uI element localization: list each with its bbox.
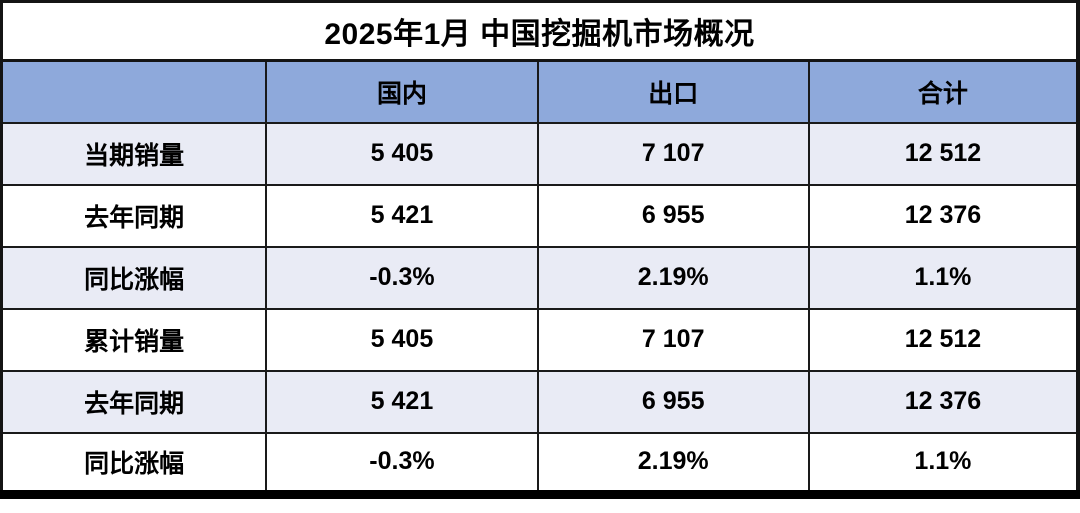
row-label: 去年同期 bbox=[0, 369, 268, 434]
header-cell-domestic: 国内 bbox=[265, 59, 539, 124]
table-row-last-year-same-period: 去年同期 5 421 6 955 12 376 bbox=[0, 183, 1080, 248]
row-label: 同比涨幅 bbox=[0, 245, 268, 310]
row-label: 去年同期 bbox=[0, 183, 268, 248]
cell-export: 6 955 bbox=[536, 369, 810, 434]
cell-domestic: 5 421 bbox=[265, 369, 539, 434]
cell-export: 7 107 bbox=[536, 121, 810, 186]
cell-domestic: 5 421 bbox=[265, 183, 539, 248]
cell-total: 12 376 bbox=[807, 183, 1080, 248]
table-row-cumulative-yoy-change: 同比涨幅 -0.3% 2.19% 1.1% bbox=[0, 431, 1080, 496]
title-row: 2025年1月 中国挖掘机市场概况 bbox=[0, 0, 1079, 62]
table-row-current-sales: 当期销量 5 405 7 107 12 512 bbox=[0, 121, 1080, 186]
cell-domestic: -0.3% bbox=[265, 431, 539, 496]
cell-export: 7 107 bbox=[536, 307, 810, 372]
header-cell-export: 出口 bbox=[536, 59, 810, 124]
header-cell-total: 合计 bbox=[807, 59, 1080, 124]
cell-domestic: -0.3% bbox=[265, 245, 539, 310]
table-row-yoy-change: 同比涨幅 -0.3% 2.19% 1.1% bbox=[0, 245, 1080, 310]
cell-export: 2.19% bbox=[536, 431, 810, 496]
row-label: 当期销量 bbox=[0, 121, 268, 186]
cell-total: 1.1% bbox=[807, 431, 1080, 496]
cell-total: 1.1% bbox=[807, 245, 1080, 310]
cell-total: 12 376 bbox=[807, 369, 1080, 434]
table-title: 2025年1月 中国挖掘机市场概况 bbox=[0, 0, 1079, 62]
table-row-cumulative-last-year: 去年同期 5 421 6 955 12 376 bbox=[0, 369, 1080, 434]
cell-domestic: 5 405 bbox=[265, 307, 539, 372]
row-label: 累计销量 bbox=[0, 307, 268, 372]
table-row-cumulative-sales: 累计销量 5 405 7 107 12 512 bbox=[0, 307, 1080, 372]
cell-domestic: 5 405 bbox=[265, 121, 539, 186]
cell-total: 12 512 bbox=[807, 121, 1080, 186]
cell-total: 12 512 bbox=[807, 307, 1080, 372]
cell-export: 6 955 bbox=[536, 183, 810, 248]
excavator-market-table: 2025年1月 中国挖掘机市场概况 国内 出口 合计 当期销量 5 405 7 … bbox=[0, 0, 1080, 499]
header-cell-empty bbox=[0, 59, 268, 124]
row-label: 同比涨幅 bbox=[0, 431, 268, 496]
header-row: 国内 出口 合计 bbox=[0, 59, 1080, 124]
cell-export: 2.19% bbox=[536, 245, 810, 310]
